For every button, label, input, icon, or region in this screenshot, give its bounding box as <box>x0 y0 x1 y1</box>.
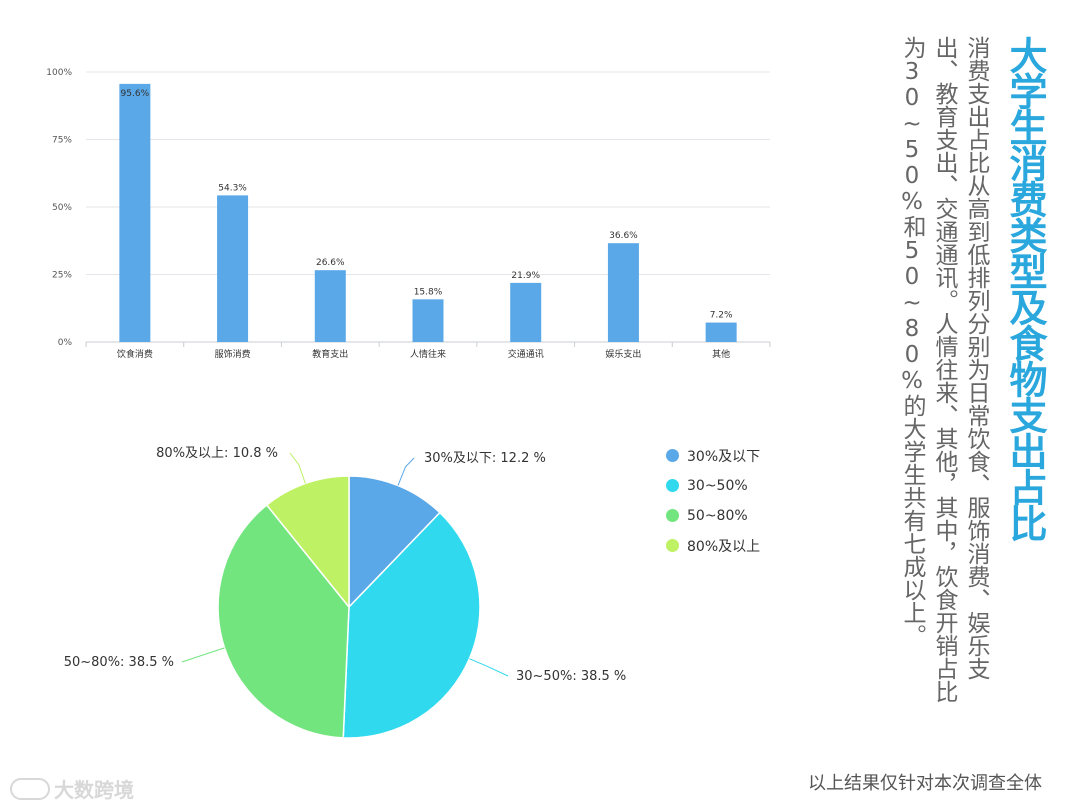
legend-swatch <box>666 479 679 492</box>
bar <box>314 270 346 342</box>
x-tick-label: 饮食消费 <box>117 348 153 360</box>
pie-data-label: 30~50%: 38.5 % <box>516 669 626 684</box>
x-tick-label: 教育支出 <box>312 348 348 360</box>
bar-data-label: 7.2% <box>710 311 733 321</box>
legend-swatch <box>666 539 679 552</box>
description-text: 消费支出占比从高到低排列分别为日常饮食、服饰消费、娱乐支出、教育支出、交通通讯。… <box>899 36 989 703</box>
y-tick-label: 25% <box>52 271 72 281</box>
bar-data-label: 95.6% <box>121 89 150 99</box>
x-tick-label: 人情往来 <box>410 348 446 360</box>
legend-swatch <box>666 509 679 522</box>
y-tick-label: 100% <box>46 68 72 78</box>
legend-item[interactable]: 30~50% <box>666 476 760 495</box>
bar-data-label: 54.3% <box>218 183 247 193</box>
legend-item[interactable]: 50~80% <box>666 506 760 525</box>
legend-label: 80%及以上 <box>687 538 761 555</box>
watermark: 大数跨境 <box>10 774 134 803</box>
y-tick-label: 75% <box>52 136 72 146</box>
bar-data-label: 21.9% <box>511 271 540 281</box>
bar-data-label: 36.6% <box>609 231 638 241</box>
legend-label: 50~80% <box>687 507 748 524</box>
legend-swatch <box>666 449 679 462</box>
bar <box>217 195 249 342</box>
pie-legend: 30%及以下 30~50% 50~80% 80%及以上 <box>666 446 760 555</box>
pie-leader-line <box>469 658 509 677</box>
pie-leader-line <box>181 647 225 663</box>
x-tick-label: 其他 <box>712 348 730 360</box>
pie-leader-line <box>397 457 415 486</box>
x-tick-label: 服饰消费 <box>215 348 251 360</box>
legend-item[interactable]: 80%及以上 <box>666 536 760 555</box>
bar <box>510 282 542 342</box>
x-tick-label: 交通通讯 <box>508 348 544 360</box>
legend-label: 30%及以下 <box>687 448 761 465</box>
legend-item[interactable]: 30%及以下 <box>666 446 760 465</box>
footer-note: 以上结果仅针对本次调查全体 <box>808 773 1042 794</box>
bar-data-label: 26.6% <box>316 258 345 268</box>
bar <box>412 299 444 342</box>
bar-data-label: 15.8% <box>414 287 443 297</box>
bar <box>705 322 737 342</box>
x-tick-label: 娱乐支出 <box>605 348 641 360</box>
pie-data-label: 80%及以上: 10.8 % <box>156 446 278 461</box>
pie-leader-line <box>289 452 306 484</box>
pie-slice <box>348 475 441 609</box>
legend-label: 30~50% <box>687 477 748 494</box>
bar <box>607 243 639 342</box>
pie-data-label: 30%及以下: 12.2 % <box>424 451 546 466</box>
bar <box>119 83 151 342</box>
watermark-text: 大数跨境 <box>54 778 134 802</box>
y-tick-label: 50% <box>52 203 72 213</box>
pie-slice <box>342 511 481 739</box>
pie-data-label: 50~80%: 38.5 % <box>64 655 174 670</box>
y-tick-label: 0% <box>58 338 73 348</box>
page-title: 大学生消费类型及食物支出占比 <box>1003 36 1047 540</box>
watermark-logo-icon <box>10 777 50 800</box>
